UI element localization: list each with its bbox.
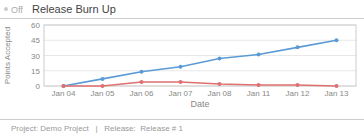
grid-line [44, 70, 356, 71]
footer-separator [0, 119, 364, 120]
series-point [335, 38, 339, 42]
x-tick-label: Jan 06 [129, 89, 154, 98]
series-point [179, 80, 183, 84]
y-tick-label: 60 [31, 21, 40, 30]
series-point [101, 84, 105, 88]
x-tick-label: Jan 13 [324, 89, 349, 98]
series-point [335, 84, 339, 88]
y-tick-label: 45 [31, 36, 40, 45]
off-label: Off [11, 5, 23, 15]
series-point [218, 82, 222, 86]
status-dot [4, 7, 8, 11]
y-axis-label: Points Accepted [3, 27, 12, 84]
series-point [140, 80, 144, 84]
x-tick-label: Jan 04 [51, 89, 76, 98]
series-point [296, 45, 300, 49]
series-point [140, 70, 144, 74]
series-line [64, 40, 337, 86]
series-point [296, 83, 300, 87]
series-point [257, 52, 261, 56]
series-line [64, 82, 337, 86]
grid [44, 25, 356, 86]
series-point [257, 83, 261, 87]
series-point [62, 84, 66, 88]
series-point [101, 77, 105, 81]
plot-frame [44, 25, 356, 86]
grid-line [44, 55, 356, 56]
x-tick-label: Jan 07 [168, 89, 193, 98]
series-point [62, 84, 66, 88]
grid-line [44, 40, 356, 41]
y-tick-label: 0 [36, 82, 41, 91]
series-point [179, 65, 183, 69]
chart: Off Release Burn Up 0 15 30 45 60 Jan 04 Jan 05 J… [0, 0, 364, 138]
series-point [218, 57, 222, 61]
x-tick-label: Jan 12 [285, 89, 310, 98]
header-separator [0, 18, 364, 19]
footer: Project: Demo Project | Release: Release… [11, 124, 183, 133]
plot-area [62, 38, 339, 88]
x-tick-label: Jan 08 [207, 89, 232, 98]
title: Release Burn Up [32, 3, 116, 15]
x-axis-label: Date [190, 99, 209, 109]
y-tick-label: 15 [31, 67, 40, 76]
x-tick-label: Jan 05 [90, 89, 115, 98]
y-tick-label: 30 [31, 52, 40, 61]
x-tick-label: Jan 11 [247, 89, 271, 98]
